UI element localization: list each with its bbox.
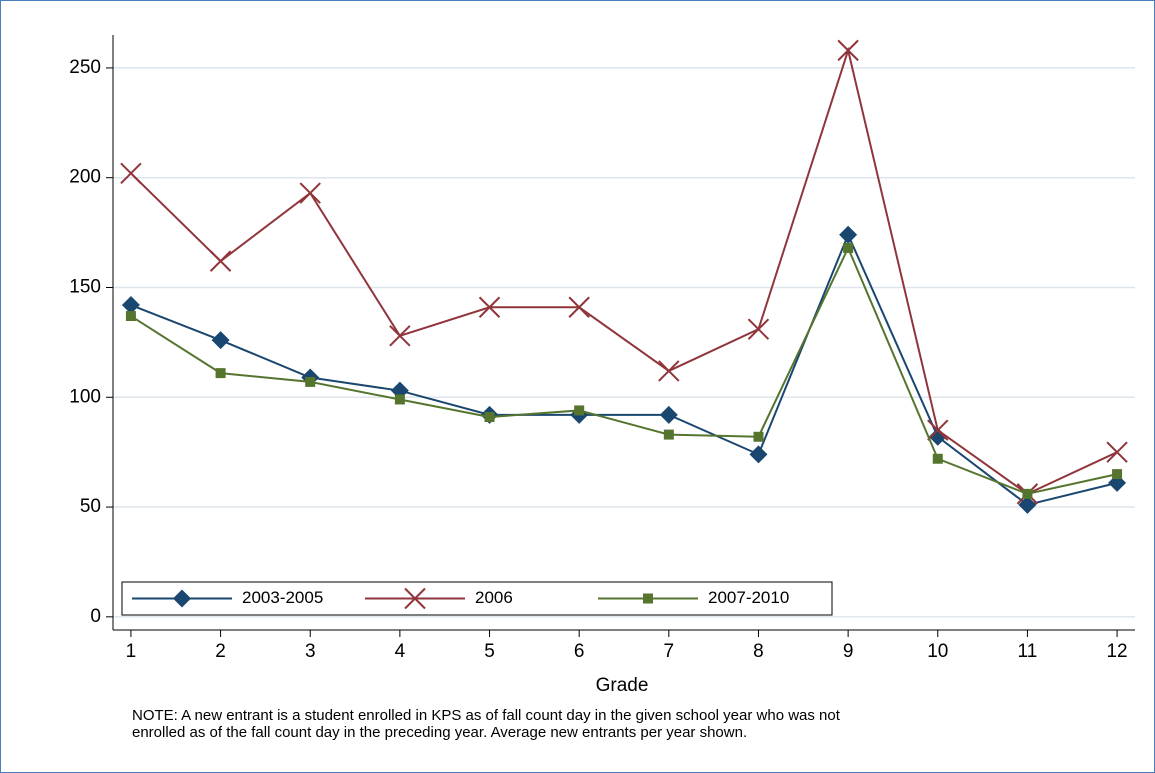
y-tick-label: 0 bbox=[90, 606, 101, 627]
point bbox=[120, 162, 142, 185]
point bbox=[209, 250, 232, 272]
point bbox=[568, 296, 590, 318]
x-tick-label: 10 bbox=[927, 641, 948, 662]
y-tick-label: 50 bbox=[80, 496, 101, 517]
legend-box bbox=[121, 581, 833, 616]
x-tick-label: 5 bbox=[484, 641, 495, 662]
point bbox=[574, 405, 585, 416]
y-tick-label: 250 bbox=[69, 57, 101, 78]
series-line bbox=[130, 245, 1118, 495]
series-line bbox=[130, 232, 1118, 506]
legend-marker bbox=[643, 593, 653, 604]
x-tick-label: 3 bbox=[305, 641, 316, 662]
point bbox=[394, 394, 405, 405]
point bbox=[1022, 488, 1033, 499]
point bbox=[125, 311, 136, 322]
x-tick-label: 6 bbox=[574, 641, 585, 662]
x-tick-label: 4 bbox=[395, 641, 406, 662]
series-line bbox=[130, 46, 1118, 496]
x-tick-label: 11 bbox=[1018, 641, 1038, 662]
point bbox=[747, 318, 770, 340]
point bbox=[305, 376, 316, 387]
point bbox=[389, 325, 411, 347]
x-tick-label: 12 bbox=[1106, 641, 1127, 662]
point bbox=[1018, 495, 1037, 514]
x-tick-label: 7 bbox=[664, 641, 675, 662]
point bbox=[211, 331, 230, 350]
point bbox=[753, 431, 764, 442]
legend-label: 2006 bbox=[475, 588, 513, 607]
legend-label: 2007-2010 bbox=[708, 588, 789, 607]
point bbox=[1112, 469, 1123, 480]
point bbox=[843, 242, 854, 253]
note: NOTE: A new entrant is a student enrolle… bbox=[132, 707, 841, 724]
legend-marker bbox=[404, 587, 426, 610]
point bbox=[658, 360, 680, 382]
x-tick-label: 1 bbox=[126, 641, 137, 662]
note: enrolled as of the fall count day in the… bbox=[132, 724, 747, 741]
x-tick-label: 8 bbox=[753, 641, 764, 662]
legend-marker bbox=[173, 589, 191, 608]
point bbox=[478, 296, 501, 318]
legend-label: 2003-2005 bbox=[242, 588, 323, 607]
y-tick-label: 150 bbox=[69, 277, 101, 298]
point bbox=[839, 225, 858, 244]
point bbox=[484, 412, 495, 423]
y-tick-label: 100 bbox=[69, 386, 101, 407]
x-tick-label: 9 bbox=[843, 641, 854, 662]
point bbox=[749, 445, 768, 464]
x-axis-label: Grade bbox=[596, 675, 649, 696]
x-tick-label: 2 bbox=[215, 641, 226, 662]
point bbox=[932, 453, 943, 464]
point bbox=[927, 419, 949, 441]
point bbox=[299, 182, 321, 204]
point bbox=[837, 39, 859, 62]
point bbox=[121, 296, 140, 315]
y-tick-label: 200 bbox=[69, 167, 101, 188]
point bbox=[659, 405, 678, 424]
point bbox=[663, 429, 674, 440]
point bbox=[215, 368, 226, 379]
point bbox=[1106, 441, 1128, 463]
